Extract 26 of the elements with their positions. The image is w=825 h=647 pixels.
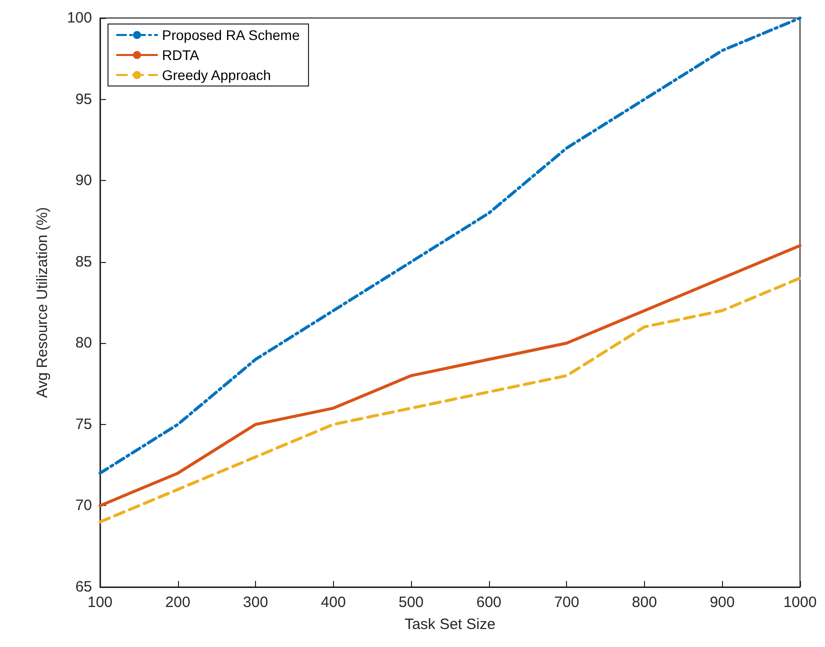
- x-tick-label: 400: [320, 594, 346, 611]
- x-tick-label: 1000: [783, 594, 817, 611]
- x-tick-label: 500: [398, 594, 424, 611]
- y-tick-label: 100: [66, 10, 92, 26]
- y-axis-title: Avg Resource Utilization (%): [34, 207, 51, 398]
- x-tick-label: 900: [710, 594, 735, 611]
- x-tick-label: 600: [476, 594, 502, 611]
- y-tick-label: 95: [75, 90, 92, 108]
- y-tick-label: 70: [75, 497, 92, 514]
- legend-label: RDTA: [162, 47, 200, 63]
- x-tick-label: 300: [243, 594, 268, 611]
- x-tick-label: 100: [87, 594, 113, 611]
- x-tick-label: 200: [165, 594, 190, 611]
- y-tick-label: 65: [75, 578, 92, 596]
- y-tick-label: 80: [75, 334, 92, 352]
- y-tick-label: 75: [75, 416, 92, 433]
- legend-label: Proposed RA Scheme: [162, 27, 300, 43]
- x-tick-label: 700: [554, 594, 580, 611]
- y-tick-label: 90: [75, 172, 92, 190]
- legend-label: Greedy Approach: [162, 67, 271, 83]
- line-series: [98, 16, 802, 475]
- x-tick-label: 800: [632, 594, 657, 611]
- line-series: [98, 276, 802, 524]
- x-axis-title: Task Set Size: [404, 616, 496, 633]
- line-series: [98, 244, 802, 508]
- y-tick-label: 85: [75, 253, 92, 270]
